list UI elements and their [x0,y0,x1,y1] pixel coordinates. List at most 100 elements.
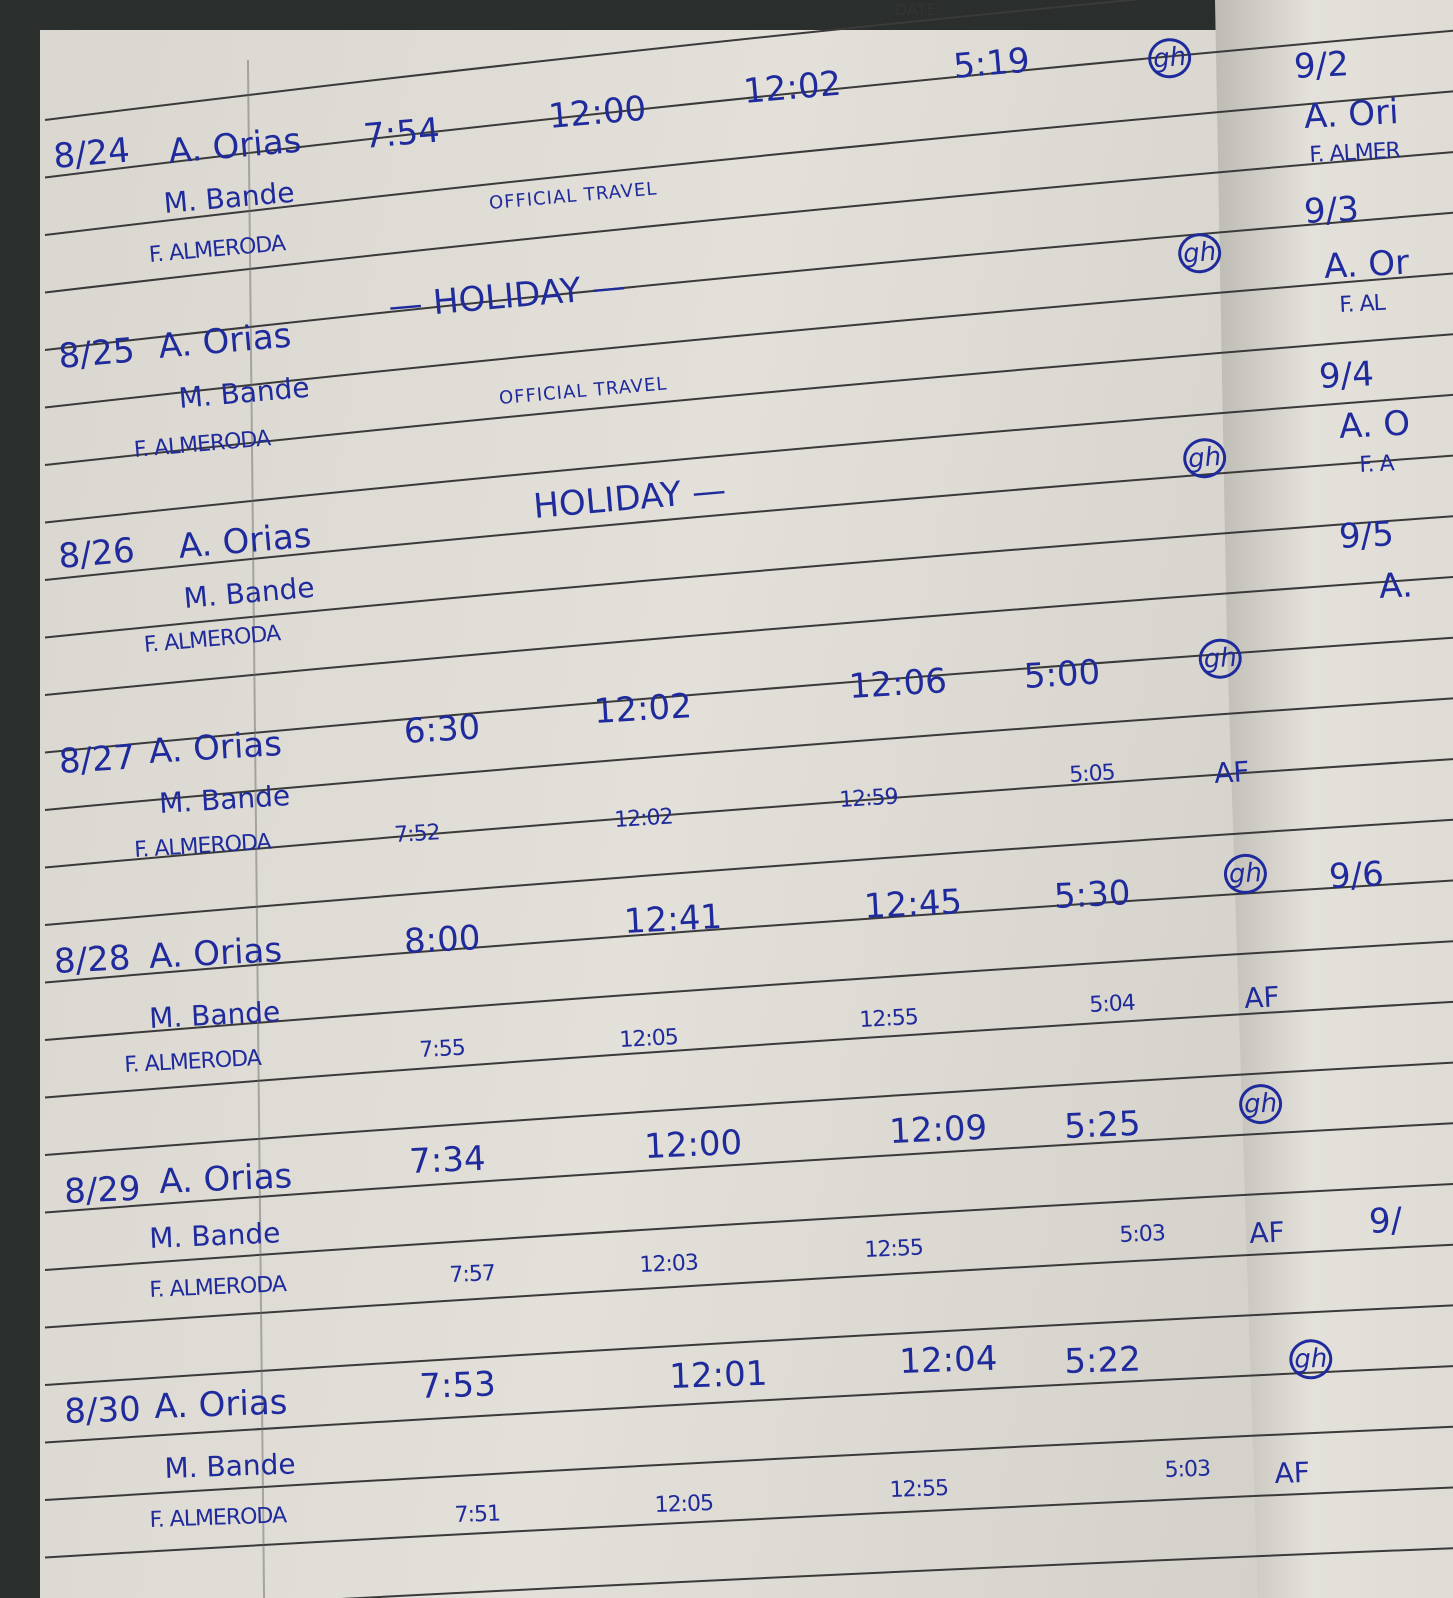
time-entry: 5:04 [1088,990,1136,1018]
time-entry: 12:55 [889,1475,949,1503]
time-entry: 7:57 [448,1261,496,1288]
initials: AF [1273,1455,1311,1490]
ruled-line [44,818,1453,926]
time-entry: 7:54 [361,110,442,157]
right-page-text: F. ALMER [1308,138,1401,168]
ruled-line [44,1122,1453,1214]
initials: AF [1243,980,1281,1015]
right-page-text: A. Or [1323,242,1411,287]
right-page-text: F. A [1358,451,1395,478]
ruled-line [44,333,1453,466]
time-entry: 12:00 [643,1122,744,1167]
time-entry: 12:00 [546,88,648,137]
ruled-line [44,0,1142,121]
initials: AF [1248,1215,1286,1250]
time-entry: 12:02 [592,686,693,732]
time-entry: 12:06 [847,661,948,707]
time-entry: 12:05 [618,1024,679,1053]
employee-name: A. Orias [158,1156,294,1202]
time-entry: 5:05 [1068,760,1116,788]
ruled-line [44,758,1453,869]
entry-date: 8/24 [51,130,132,177]
ruled-line [44,211,1453,351]
entry-date: 8/25 [56,330,137,377]
time-entry: 8:00 [403,918,482,962]
ruled-line [44,1243,1453,1329]
ruled-line [44,272,1453,409]
employee-name: F. ALMERODA [148,1272,287,1303]
employee-name: M. Bande [158,779,291,820]
employee-name: M. Bande [148,1216,282,1255]
date-label: DATE: [895,0,943,19]
initials: AF [1213,754,1251,790]
time-entry: 12:41 [623,896,724,942]
ruled-line [44,1425,1453,1501]
ruled-line [44,1486,1453,1559]
ruled-line [44,90,1453,236]
time-entry: 7:55 [418,1035,466,1063]
ruled-line [44,1061,1453,1156]
employee-name: A. Orias [153,1382,289,1427]
right-page-date: 9/4 [1318,354,1375,397]
ruled-line [44,515,1453,639]
ruled-line [44,393,1453,524]
time-entry: 5:00 [1022,652,1102,697]
ruled-line [44,1000,1453,1099]
ruled-line [44,697,1453,811]
employee-name: A. Orias [166,120,303,172]
time-entry: 7:53 [418,1364,497,1407]
time-entry: 12:45 [863,881,964,927]
entry-date: 8/28 [53,938,132,982]
entry-date: 8/30 [63,1389,142,1432]
right-page-date: 9/ [1368,1200,1404,1242]
entry-date: 8/26 [56,530,137,577]
logbook-left-page [40,30,1453,1598]
employee-name: M. Bande [163,1447,297,1485]
right-page-date: 9/6 [1328,854,1385,897]
right-page-date: 9/3 [1303,189,1360,232]
time-entry: 12:05 [654,1490,714,1518]
time-entry: 7:34 [408,1138,487,1182]
ruled-line [44,879,1453,984]
ruled-line [44,576,1453,696]
entry-date: 8/29 [63,1168,142,1212]
ruled-line [44,1365,1453,1444]
ruled-line [44,940,1453,1041]
time-entry: 12:55 [858,1004,919,1033]
ruled-line [44,151,1453,294]
time-entry: 5:22 [1063,1339,1142,1382]
ruled-line [44,454,1453,581]
time-entry: 5:19 [951,40,1032,87]
ruled-line [340,1547,1453,1598]
right-page-date: 9/2 [1293,44,1350,87]
time-entry: 5:25 [1063,1103,1142,1147]
ruled-line [44,636,1453,754]
time-entry: 12:01 [668,1353,769,1397]
time-entry: 5:30 [1053,873,1132,917]
time-entry: 5:03 [1164,1456,1211,1483]
ruled-line [44,1183,1453,1271]
right-page-text: F. AL [1338,290,1386,318]
employee-name: A. Orias [176,515,313,567]
ruled-line [44,1304,1453,1386]
time-entry: 7:52 [393,820,441,848]
time-entry: 12:03 [638,1250,699,1278]
logbook-right-page [1215,0,1453,1598]
employee-name: A. Orias [147,723,283,772]
employee-name: M. Bande [148,995,282,1035]
employee-name: F. ALMERODA [149,1503,287,1533]
entry-date: 8/27 [57,737,137,782]
right-page-text: A. O [1338,403,1412,447]
right-page-date: 9/5 [1338,514,1395,557]
employee-name: A. Orias [148,930,283,977]
right-page-text: A. [1378,565,1414,607]
right-page-text: A. Ori [1303,92,1400,137]
employee-name: A. Orias [156,315,293,367]
time-entry: 12:55 [863,1235,924,1263]
time-entry: 6:30 [402,707,482,752]
ruled-line [44,29,1453,179]
time-entry: 12:02 [613,804,674,833]
time-entry: 12:04 [898,1338,999,1382]
time-entry: 7:51 [454,1501,501,1528]
